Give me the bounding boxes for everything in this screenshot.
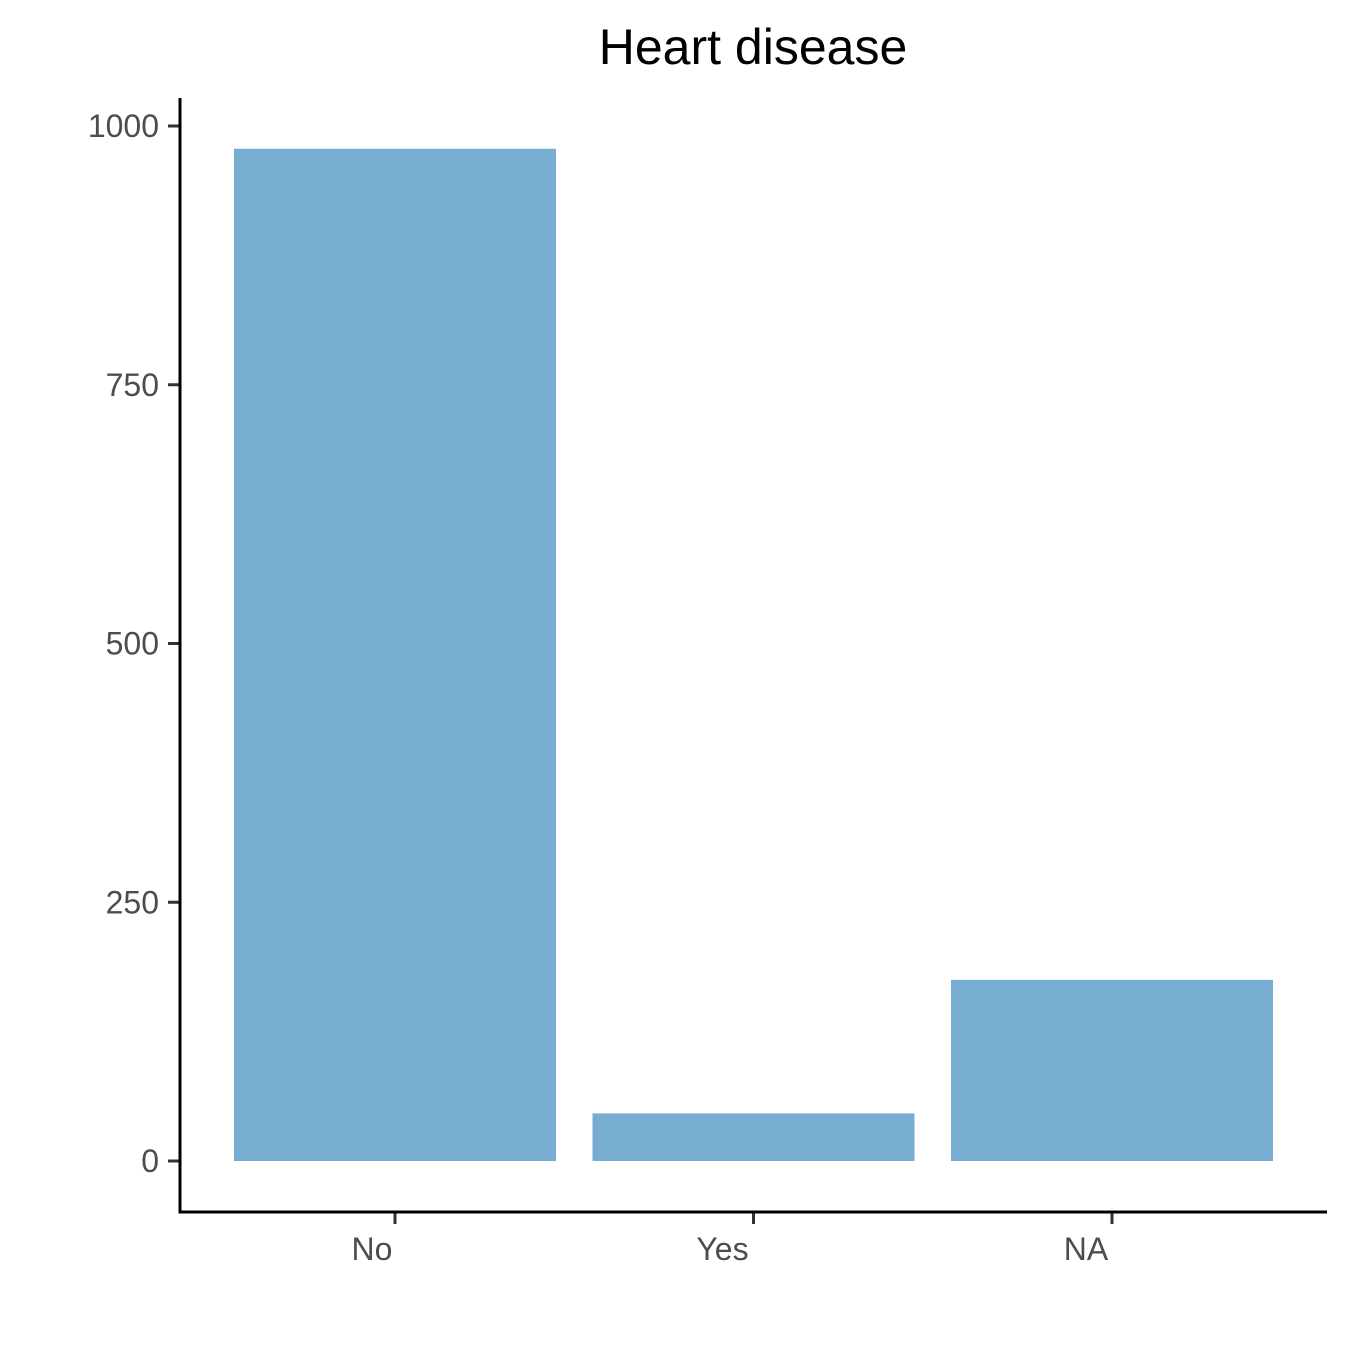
x-axis-ticks: No Yes NA bbox=[352, 1212, 1114, 1267]
bars-group bbox=[234, 148, 1273, 1161]
y-axis-ticks: 0 250 500 750 1000 bbox=[88, 108, 180, 1179]
x-tick-label-yes: Yes bbox=[696, 1231, 748, 1267]
chart-title: Heart disease bbox=[599, 19, 908, 75]
bar-yes bbox=[592, 1113, 915, 1161]
bar-no bbox=[234, 148, 556, 1161]
y-tick-label: 750 bbox=[106, 367, 159, 403]
y-tick-label: 250 bbox=[106, 884, 159, 920]
y-tick-label: 0 bbox=[141, 1143, 159, 1179]
x-tick-label-no: No bbox=[352, 1231, 393, 1267]
y-tick-label: 500 bbox=[106, 626, 159, 662]
y-tick-label: 1000 bbox=[88, 108, 159, 144]
bar-na bbox=[951, 979, 1273, 1161]
x-tick-label-na: NA bbox=[1064, 1231, 1109, 1267]
